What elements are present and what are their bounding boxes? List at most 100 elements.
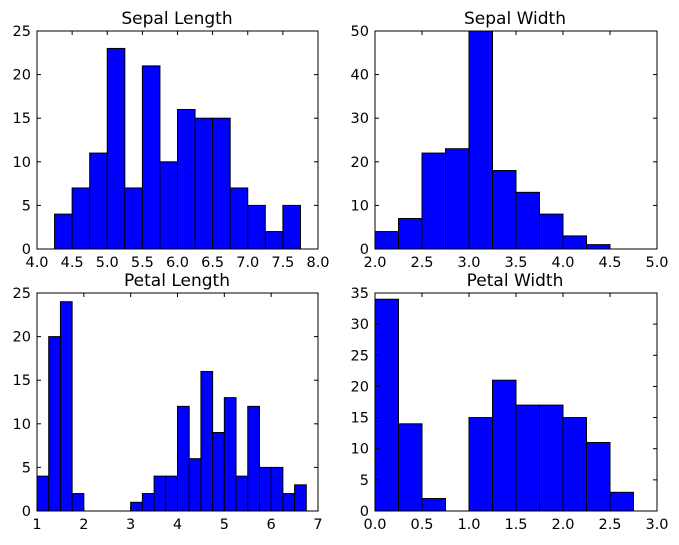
petal-width-x-tick-label-3: 1.5 (504, 517, 527, 533)
petal-length-bar-17 (235, 475, 249, 512)
petal-width-y-tick-label-6: 30 (351, 317, 369, 333)
sepal-width-bar-9 (586, 244, 611, 250)
petal-width-bar-6 (515, 404, 540, 512)
panel-sepal-length: Sepal Length 4.0 4.5 5.0 5.5 6.0 6.5 7.0 7.5 8.0… (13, 9, 330, 271)
petal-length-x-tick-label-1: 2 (79, 517, 88, 533)
panel-frame-sepal-width (374, 30, 658, 250)
sepal-length-y-tick-label-5: 25 (13, 24, 31, 40)
petal-length-bar-11 (165, 475, 178, 512)
panel-frame-petal-length (36, 292, 319, 512)
panel-frame-petal-width (374, 292, 658, 512)
petal-width-bar-4 (468, 417, 493, 512)
petal-width-bar-9 (586, 441, 611, 512)
petal-width-x-tick-label-2: 1.0 (457, 517, 480, 533)
sepal-length-x-tick-label-5: 6.5 (201, 255, 224, 271)
petal-width-bar-10 (609, 491, 634, 512)
sepal-length-y-tick-label-2: 10 (13, 155, 31, 171)
sepal-length-x-tick-label-3: 5.5 (131, 255, 154, 271)
sepal-width-bar-1 (398, 217, 423, 250)
sepal-width-x-tick-label-5: 4.5 (598, 255, 621, 271)
sepal-length-x-tick-label-1: 4.5 (61, 255, 84, 271)
sepal-length-x-tick-label-6: 7.0 (236, 255, 259, 271)
petal-length-x-tick-label-5: 6 (267, 517, 276, 533)
sepal-width-bar-3 (445, 148, 470, 250)
petal-width-y-tick-label-1: 5 (360, 473, 369, 489)
sepal-width-y-tick-label-0: 0 (360, 242, 369, 258)
panel-title-sepal-length: Sepal Length (121, 9, 232, 29)
panel-petal-width: Petal Width 0.0 0.5 1.0 1.5 2.0 2.5 3.0 0 5 10 15 2… (351, 271, 669, 533)
sepal-length-bar-2 (71, 187, 91, 250)
petal-length-bar-9 (141, 493, 155, 512)
sepal-width-bar-6 (515, 191, 540, 250)
petal-length-bar-0 (36, 475, 50, 512)
sepal-length-x-tick-label-4: 6.0 (166, 255, 189, 271)
petal-length-x-tick-label-2: 3 (126, 517, 135, 533)
panel-frame-sepal-length (36, 30, 319, 250)
petal-length-bar-2 (59, 301, 73, 512)
petal-width-y-tick-label-0: 0 (360, 504, 369, 520)
petal-length-y-tick-label-1: 5 (22, 460, 31, 476)
petal-length-bar-18 (247, 405, 260, 512)
petal-length-x-tick-label-0: 1 (32, 517, 41, 533)
sepal-width-x-tick-label-1: 2.5 (410, 255, 433, 271)
sepal-length-bar-14 (282, 204, 301, 250)
panel-title-sepal-width: Sepal Width (464, 9, 566, 29)
petal-width-bar-8 (562, 417, 587, 512)
petal-width-y-tick-label-7: 35 (351, 286, 369, 302)
sepal-width-x-tick-label-4: 4.0 (551, 255, 574, 271)
sepal-width-y-tick-label-1: 10 (351, 198, 369, 214)
petal-length-bar-10 (153, 475, 167, 512)
sepal-length-x-tick-label-0: 4.0 (25, 255, 48, 271)
petal-width-y-tick-label-4: 20 (351, 379, 369, 395)
petal-width-x-tick-label-0: 0.0 (363, 517, 386, 533)
petal-length-y-tick-label-3: 15 (13, 373, 31, 389)
sepal-width-x-tick-label-6: 5.0 (645, 255, 668, 271)
petal-length-bar-14 (200, 370, 214, 512)
petal-length-bar-21 (282, 493, 296, 512)
petal-length-x-tick-label-3: 4 (173, 517, 182, 533)
petal-width-y-tick-label-2: 10 (351, 442, 369, 458)
petal-width-bar-0 (374, 298, 399, 512)
sepal-length-bar-5 (124, 187, 143, 250)
petal-length-bar-13 (188, 458, 202, 512)
petal-width-x-tick-label-1: 0.5 (410, 517, 433, 533)
petal-width-x-tick-label-4: 2.0 (551, 517, 574, 533)
petal-length-bar-16 (223, 397, 237, 512)
sepal-length-y-tick-label-3: 15 (13, 111, 31, 127)
petal-width-bar-1 (398, 423, 423, 512)
sepal-width-y-tick-label-5: 50 (351, 24, 369, 40)
petal-width-bar-7 (539, 404, 564, 512)
sepal-length-bar-6 (141, 65, 161, 250)
sepal-length-x-tick-label-8: 8.0 (306, 255, 329, 271)
sepal-length-bar-11 (229, 187, 249, 250)
sepal-width-bar-5 (492, 170, 517, 250)
sepal-length-x-tick-label-2: 5.0 (96, 255, 119, 271)
petal-width-x-tick-label-6: 3.0 (645, 517, 668, 533)
panel-sepal-width: Sepal Width 2.0 2.5 3.0 3.5 4.0 4.5 5.0 0 10 20 30… (351, 9, 669, 271)
sepal-length-bar-3 (89, 152, 108, 250)
petal-width-y-tick-label-3: 15 (351, 411, 369, 427)
petal-length-x-tick-label-6: 7 (313, 517, 322, 533)
sepal-length-bar-7 (159, 161, 179, 250)
petal-length-bar-19 (258, 466, 272, 512)
sepal-length-x-tick-label-7: 7.5 (271, 255, 294, 271)
petal-length-bar-15 (212, 432, 225, 512)
sepal-width-x-tick-label-3: 3.5 (504, 255, 527, 271)
petal-length-y-tick-label-5: 25 (13, 286, 31, 302)
petal-length-bar-12 (177, 405, 190, 512)
petal-length-y-tick-label-2: 10 (13, 417, 31, 433)
panel-petal-length: Petal Length 1 2 3 4 5 6 7 0 5 10 15 20 25 (13, 271, 323, 533)
sepal-length-y-tick-label-0: 0 (22, 242, 31, 258)
panel-title-petal-width: Petal Width (467, 271, 564, 291)
petal-width-y-tick-label-5: 25 (351, 348, 369, 364)
sepal-length-bar-13 (264, 231, 284, 250)
sepal-length-bar-12 (247, 204, 266, 250)
sepal-width-y-tick-label-4: 40 (351, 68, 369, 84)
petal-length-y-tick-label-4: 20 (13, 330, 31, 346)
sepal-width-x-tick-label-0: 2.0 (363, 255, 386, 271)
petal-length-x-tick-label-4: 5 (220, 517, 229, 533)
sepal-width-bar-8 (562, 235, 587, 250)
sepal-length-y-tick-label-1: 5 (22, 198, 31, 214)
sepal-width-y-tick-label-3: 30 (351, 111, 369, 127)
